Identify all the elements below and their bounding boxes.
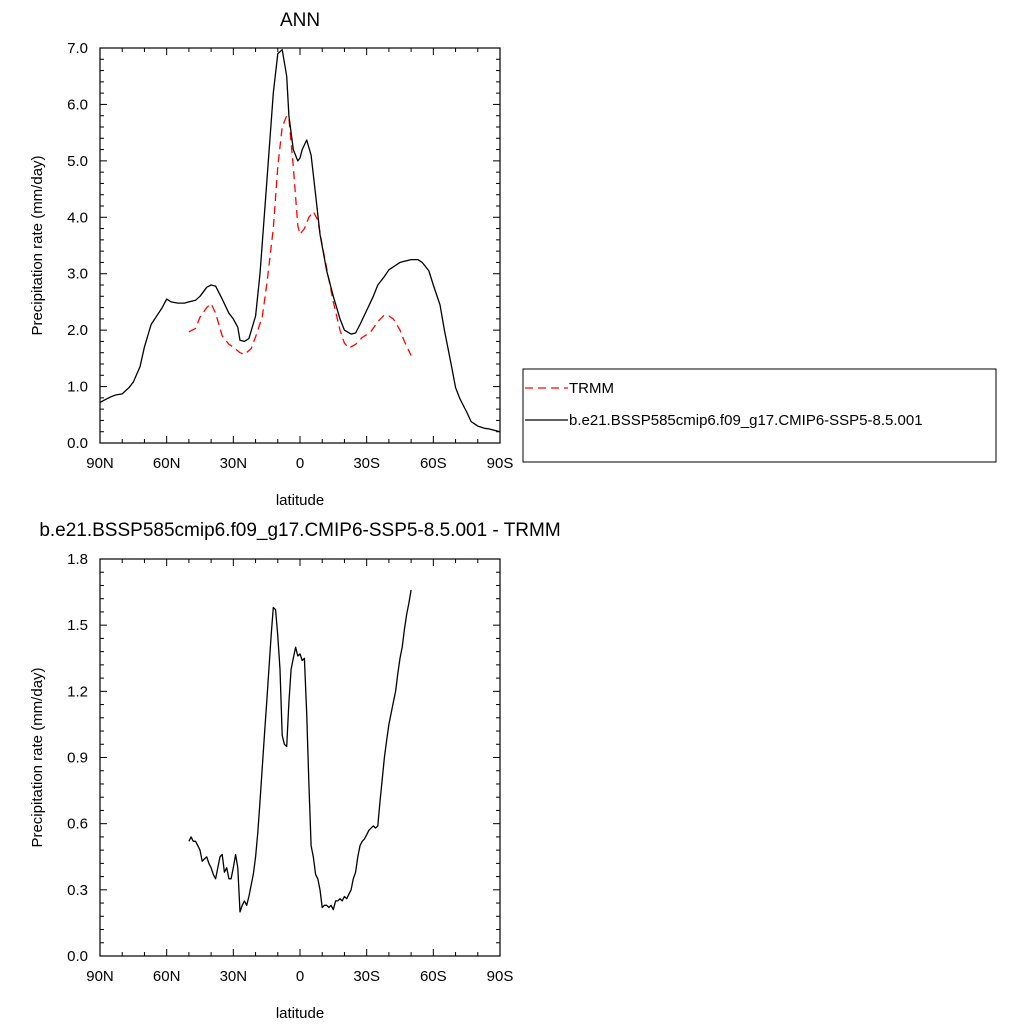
chart1-x-tick-label: 0 [296,455,304,472]
chart2-x-tick-label: 30S [353,968,380,985]
chart2-x-tick-label: 30N [220,968,248,985]
chart2-x-tick-label: 60S [420,968,447,985]
chart1-y-axis-label: Precipitation rate (mm/day) [29,155,46,335]
chart2-y-tick-label: 0.0 [67,948,88,965]
chart2-y-tick-label: 0.6 [67,816,88,833]
chart1-legend-label: TRMM [569,380,614,397]
chart1-y-tick-label: 2.0 [67,322,88,339]
chart1-legend-label: b.e21.BSSP585cmip6.f09_g17.CMIP6-SSP5-8.… [569,412,923,429]
chart1-x-tick-label: 30N [220,455,248,472]
chart1-x-tick-label: 60N [153,455,181,472]
chart1-y-tick-label: 0.0 [67,435,88,452]
chart1-x-tick-label: 90N [86,455,114,472]
chart1-series-b-e21-bssp585cmip6-f09-g-line [99,49,501,433]
chart2-y-tick-label: 1.2 [67,683,88,700]
chart2-x-tick-label: 90N [86,968,114,985]
chart2-y-tick-label: 1.8 [67,551,88,568]
chart1-y-tick-label: 5.0 [67,153,88,170]
chart1-x-tick-label: 30S [353,455,380,472]
chart2-series-difference-line [188,589,412,913]
chart1-x-axis-label: latitude [276,492,324,509]
chart2-y-axis-label: Precipitation rate (mm/day) [29,667,46,847]
chart1-y-tick-label: 6.0 [67,96,88,113]
chart1-x-tick-label: 90S [487,455,514,472]
chart1-title: ANN [280,10,320,31]
chart1-y-tick-label: 7.0 [67,40,88,57]
chart2-y-tick-label: 0.3 [67,882,88,899]
chart1-x-tick-label: 60S [420,455,447,472]
chart2-title: b.e21.BSSP585cmip6.f09_g17.CMIP6-SSP5-8.… [39,520,560,541]
chart1-y-tick-label: 4.0 [67,209,88,226]
chart2-plot-frame [99,558,501,957]
chart1-y-tick-label: 3.0 [67,266,88,283]
chart2-x-tick-label: 0 [296,968,304,985]
chart1-y-tick-label: 1.0 [67,379,88,396]
chart1-legend-box [522,368,997,463]
chart2-y-tick-label: 0.9 [67,750,88,767]
chart2-x-axis-label: latitude [276,1005,324,1022]
chart2-y-tick-label: 1.5 [67,617,88,634]
chart2-x-tick-label: 60N [153,968,181,985]
chart1-plot-frame [99,47,501,444]
chart2-x-tick-label: 90S [487,968,514,985]
chart1-series-trmm-line [188,115,412,356]
